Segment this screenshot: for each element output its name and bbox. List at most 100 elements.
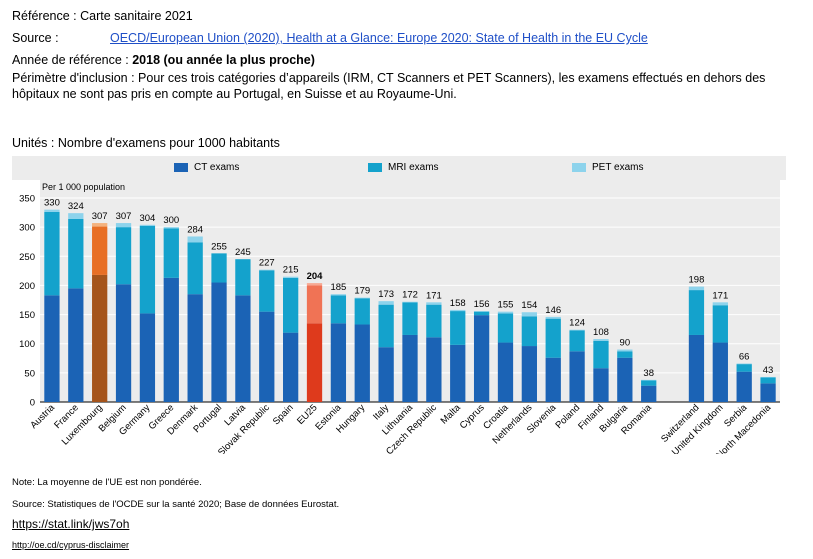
bar-segment [163, 227, 179, 229]
bar-total-label: 43 [763, 365, 774, 376]
bar-segment [712, 302, 728, 306]
bar-segment [569, 351, 585, 402]
bar-segment [68, 213, 84, 219]
bar-segment [617, 351, 633, 358]
y-tick-label: 0 [30, 398, 35, 409]
bar-segment [736, 363, 752, 365]
bar-segment [402, 301, 418, 303]
bar-total-label: 227 [259, 258, 275, 269]
legend-label-mri: MRI exams [388, 162, 439, 173]
legend-swatch-ct [174, 163, 188, 172]
bar-segment [569, 329, 585, 331]
bar-segment [163, 277, 179, 402]
bar-segment [139, 224, 156, 226]
scope-line-1: Périmètre d'inclusion : Pour ces trois c… [12, 71, 766, 85]
legend-item-pet: PET exams [572, 162, 644, 173]
bar-segment [736, 364, 752, 372]
bar-segment [593, 339, 609, 341]
bar-segment [354, 297, 370, 299]
bar-total-label: 307 [116, 211, 132, 222]
bar-segment [497, 311, 514, 314]
bar-total-label: 172 [402, 290, 418, 301]
bar-total-label: 300 [163, 215, 179, 226]
bar-segment [545, 318, 561, 358]
y-axis-label: Per 1 000 population [42, 182, 125, 192]
bar-segment [569, 330, 585, 352]
bar-segment [402, 334, 418, 402]
bar-segment [139, 225, 156, 314]
bar-segment [211, 253, 227, 283]
bar-segment [450, 311, 466, 345]
bar-total-label: 146 [545, 305, 561, 316]
bar-segment [378, 301, 394, 305]
year-line: Année de référence : 2018 (ou année la p… [12, 53, 315, 68]
bar-total-label: 154 [521, 300, 537, 311]
statlink[interactable]: https://stat.link/jws7oh [12, 517, 130, 531]
bar-segment [641, 379, 657, 381]
legend-swatch-pet [572, 163, 586, 172]
legend-label-ct: CT exams [194, 162, 240, 173]
bar-total-label: 245 [235, 247, 251, 258]
bar-total-label: 66 [739, 352, 750, 363]
bar-segment [259, 269, 275, 271]
bar-total-label: 179 [354, 286, 370, 297]
legend-label-pet: PET exams [592, 162, 644, 173]
bar-segment [354, 324, 370, 402]
bar-segment [139, 313, 156, 402]
y-tick-label: 100 [19, 339, 35, 350]
bar-total-label: 284 [187, 224, 203, 235]
source-link[interactable]: OECD/European Union (2020), Health at a … [110, 31, 648, 45]
bar-chart: 0 50 100 150 200 250 300 350 Per 1 000 populatio… [19, 180, 780, 454]
bar-segment [545, 316, 561, 319]
year-label: Année de référence : [12, 53, 129, 67]
y-tick-label: 350 [19, 194, 35, 205]
y-tick-label: 50 [24, 368, 35, 379]
legend-swatch-mri [368, 163, 382, 172]
bar-segment [426, 302, 442, 305]
bar-total-label: 215 [283, 265, 299, 276]
reference-label: Référence : [12, 9, 77, 23]
bar-segment [235, 295, 251, 402]
bar-segment [473, 311, 490, 316]
bar-segment [44, 211, 60, 296]
bar-segment [712, 342, 728, 402]
bar-total-label: 90 [620, 338, 631, 349]
bar-segment [521, 312, 537, 317]
scope-line-2: hôpitaux ne sont pas pris en compte au P… [12, 87, 457, 101]
bar-segment [354, 298, 370, 325]
bar-total-label: 171 [712, 290, 728, 301]
bar-segment [187, 242, 203, 295]
bar-segment [115, 284, 132, 402]
bar-total-label: 156 [474, 299, 490, 310]
bar-segment [736, 371, 752, 402]
bar-segment [187, 236, 203, 243]
y-tick-label: 300 [19, 223, 35, 234]
bar-total-label: 330 [44, 198, 60, 209]
bar-total-label: 324 [68, 201, 84, 212]
bar-segment [712, 305, 728, 343]
bar-segment [283, 332, 299, 402]
bar-total-label: 38 [643, 368, 654, 379]
chart-panel: CT exams MRI exams PET exams 0 50 100 150 20… [12, 156, 786, 454]
bar-segment [235, 259, 251, 296]
bar-segment [426, 304, 442, 338]
bar-total-label: 158 [450, 298, 466, 309]
bar-segment [593, 340, 609, 369]
legend-item-ct: CT exams [174, 162, 239, 173]
bar-segment [450, 344, 466, 402]
bar-segment [617, 349, 633, 352]
bar-segment [115, 227, 132, 285]
bar-total-label: 204 [307, 271, 324, 282]
bar-segment [688, 290, 705, 335]
cyprus-disclaimer-link[interactable]: http://oe.cd/cyprus-disclaimer [12, 540, 130, 550]
y-tick-label: 250 [19, 252, 35, 263]
y-tick-label: 150 [19, 310, 35, 321]
bar-total-label: 173 [378, 289, 394, 300]
bar-segment [44, 209, 60, 212]
bar-segment [283, 277, 299, 333]
bar-segment [545, 357, 561, 402]
chart-source: Source: Statistiques de l'OCDE sur la sa… [12, 499, 340, 510]
chart-legend: CT exams MRI exams PET exams [12, 156, 786, 180]
bar-segment [259, 270, 275, 312]
source-line: Source : OECD/European Union (2020), Hea… [12, 31, 648, 46]
